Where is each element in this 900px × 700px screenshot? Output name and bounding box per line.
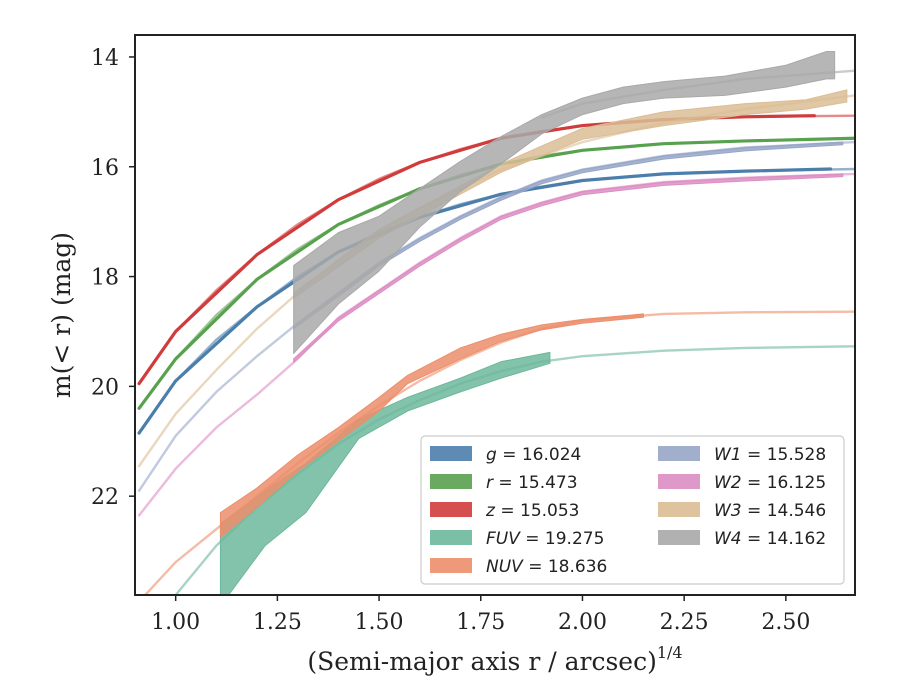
legend-box <box>420 435 845 585</box>
legend-equals: = <box>742 445 767 465</box>
legend-band-name: NUV <box>486 557 524 577</box>
x-axis-label: (Semi-major axis r / arcsec)1/4 <box>307 643 682 676</box>
legend-equals: = <box>520 529 545 549</box>
y-axis-label: m(< r) (mag) <box>47 232 76 398</box>
legend-value: 16.024 <box>522 445 581 465</box>
legend-value: 14.162 <box>767 529 826 549</box>
series-g-band <box>137 167 833 435</box>
legend-value: 15.528 <box>767 445 826 465</box>
series-w2-model-line <box>137 172 855 517</box>
legend-equals: = <box>497 445 522 465</box>
series-w1-model-line <box>137 140 855 492</box>
x-tick-label: 2.50 <box>761 610 810 635</box>
series-w4-band <box>293 50 836 354</box>
legend-band-name: g <box>486 445 497 465</box>
series-nuv-band <box>219 313 644 538</box>
legend-value: 15.473 <box>518 473 577 493</box>
legend-value: 18.636 <box>548 557 607 577</box>
legend-band-name: z <box>485 501 496 521</box>
plot-frame <box>134 34 856 596</box>
legend-equals: = <box>495 501 520 521</box>
legend-label-r: r = 15.473 <box>486 473 578 493</box>
legend-equals: = <box>742 529 767 549</box>
legend-band-name: FUV <box>486 529 521 549</box>
series-layer <box>137 50 855 595</box>
legend-value: 19.275 <box>545 529 604 549</box>
legend-equals: = <box>742 501 767 521</box>
legend-equals: = <box>523 557 548 577</box>
y-tick-label: 16 <box>91 156 119 181</box>
legend-swatch-g <box>430 446 472 461</box>
x-axis-label-superscript: 1/4 <box>657 643 683 662</box>
x-tick-label: 2.00 <box>558 610 607 635</box>
legend-swatch-w1 <box>658 446 700 461</box>
legend-band-name: W1 <box>714 445 742 465</box>
x-tick-label: 1.75 <box>456 610 505 635</box>
legend-band-name: W2 <box>714 473 742 493</box>
legend-swatch-w3 <box>658 502 700 517</box>
legend-label-w1: W1 = 15.528 <box>714 445 826 465</box>
legend-swatch-fuv <box>430 530 472 545</box>
x-tick-label: 2.25 <box>660 610 709 635</box>
legend-value: 15.053 <box>520 501 579 521</box>
legend-band-name: r <box>486 473 494 493</box>
ticks-layer: 1.00 1.25 1.50 1.75 2.00 2.25 2.50 14 16 18 20 22 <box>91 46 810 635</box>
legend-label-w3: W3 = 14.546 <box>714 501 826 521</box>
x-tick-label: 1.00 <box>151 610 200 635</box>
legend-band-name: W4 <box>714 529 742 549</box>
y-tick-label: 22 <box>91 485 119 510</box>
legend-swatch-nuv <box>430 558 472 573</box>
y-tick-label: 18 <box>91 266 119 291</box>
legend-label-g: g = 16.024 <box>486 445 581 465</box>
series-w4-model-line <box>540 69 855 119</box>
legend-label-nuv: NUV = 18.636 <box>486 557 607 577</box>
legend-label-w2: W2 = 16.125 <box>714 473 826 493</box>
series-nuv-model-line <box>143 310 855 595</box>
legend-label-w4: W4 = 14.162 <box>714 529 826 549</box>
legend-label-fuv: FUV = 19.275 <box>486 529 604 549</box>
y-tick-label: 14 <box>91 46 119 71</box>
legend-swatch-w4 <box>658 530 700 545</box>
legend-value: 16.125 <box>767 473 826 493</box>
legend-value: 14.546 <box>767 501 826 521</box>
legend-swatch-r <box>430 474 472 489</box>
series-g-model-line <box>137 167 855 435</box>
legend-band-name: W3 <box>714 501 742 521</box>
legend-label-z: z = 15.053 <box>485 501 579 521</box>
legend-equals: = <box>493 473 518 493</box>
legend-swatch-w2 <box>658 474 700 489</box>
y-tick-label: 20 <box>91 375 119 400</box>
x-tick-label: 1.50 <box>355 610 404 635</box>
x-tick-label: 1.25 <box>253 610 302 635</box>
legend: g = 16.024 r = 15.473 z = 15.053 FUV = 19.2… <box>420 435 845 585</box>
legend-equals: = <box>742 473 767 493</box>
plot-area <box>137 50 855 595</box>
legend-swatch-z <box>430 502 472 517</box>
